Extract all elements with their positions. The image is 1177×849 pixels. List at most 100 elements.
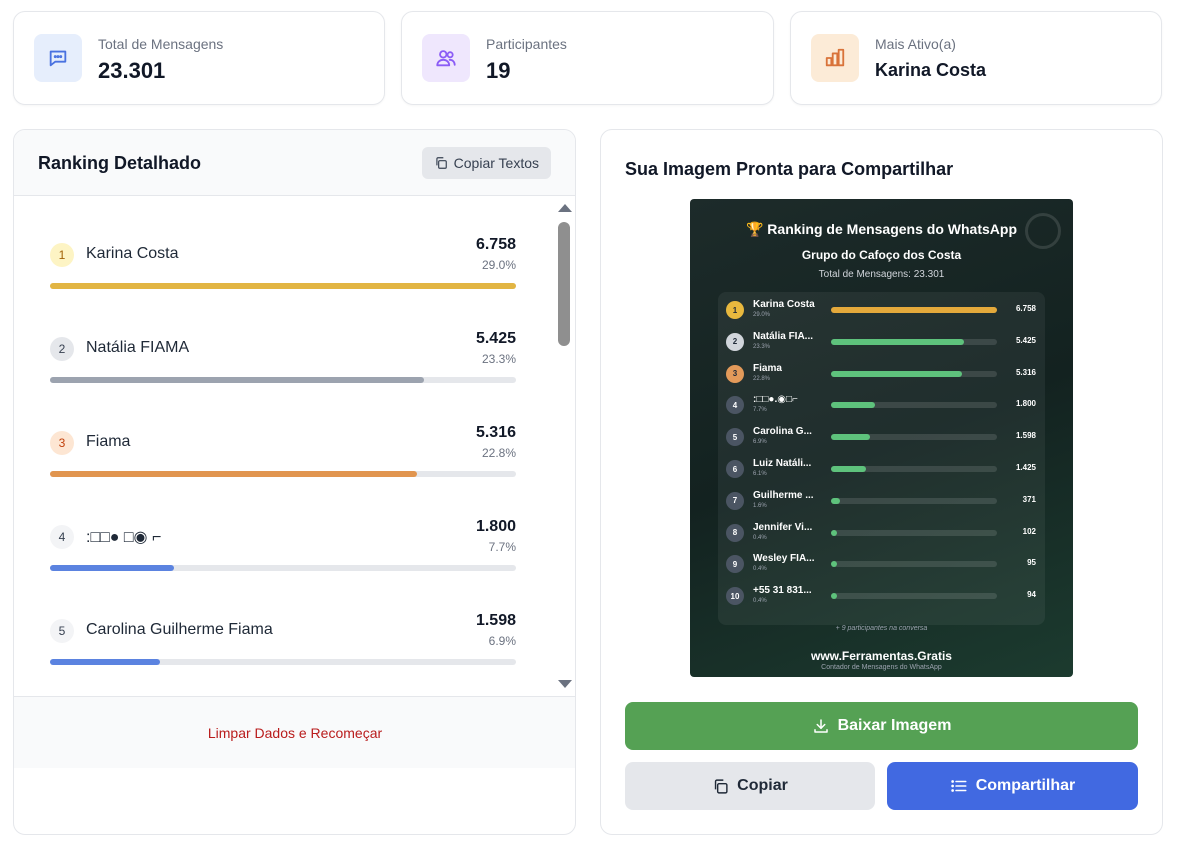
chat-icon [34, 34, 82, 82]
stat-card-total-messages: Total de Mensagens 23.301 [13, 11, 385, 105]
ranking-footer: Limpar Dados e Recomeçar [14, 696, 575, 768]
preview-message-count: 1.598 [1015, 431, 1036, 441]
preview-progress-track [831, 561, 997, 568]
preview-row: 7 Guilherme ... 1.6% 371 [726, 487, 1036, 515]
preview-participant-name: Luiz Natáli... [753, 458, 812, 469]
preview-row: 9 Wesley FIA... 0.4% 95 [726, 550, 1036, 578]
stat-label: Participantes [486, 36, 567, 52]
preview-progress-track [831, 402, 997, 409]
preview-percentage: 23.3% [753, 343, 771, 350]
preview-group-name: Grupo do Cafoço dos Costa [801, 248, 962, 262]
preview-message-count: 95 [1027, 558, 1036, 568]
preview-participant-name: Jennifer Vi... [753, 521, 813, 533]
download-label: Baixar Imagem [837, 717, 952, 734]
preview-progress-track [831, 529, 997, 536]
participant-name: Carolina Guilherme Fiama [86, 621, 273, 638]
preview-participant-name: Carolina G... [753, 426, 812, 438]
preview-participant-name: Wesley FIA... [753, 553, 815, 565]
message-count: 5.425 [475, 330, 516, 347]
preview-message-count: 371 [1022, 494, 1036, 504]
preview-percentage: 22.8% [753, 375, 771, 382]
stat-label: Mais Ativo(a) [875, 36, 956, 52]
stat-label: Total de Mensagens [98, 36, 224, 52]
scrollbar[interactable] [555, 200, 573, 690]
preview-rank-badge: 5 [726, 428, 744, 447]
scroll-down-arrow-icon[interactable] [558, 680, 572, 688]
preview-progress-track [831, 307, 997, 313]
preview-progress-fill [831, 529, 837, 536]
copy-texts-button[interactable]: Copiar Textos [421, 147, 551, 179]
download-icon [813, 719, 828, 733]
preview-progress-track [831, 370, 997, 377]
list-icon [950, 780, 967, 792]
copy-image-button[interactable]: Copiar [625, 762, 875, 810]
preview-row: 1 Karina Costa 29.0% 6.758 [726, 296, 1036, 324]
ranking-row: 3 Fiama 5.316 22.8% [50, 424, 516, 489]
message-percentage: 6.9% [488, 634, 516, 648]
preview-percentage: 1.6% [753, 502, 767, 509]
ranking-row: 1 Karina Costa 6.758 29.0% [50, 236, 516, 301]
preview-percentage: 6.9% [753, 439, 767, 446]
preview-rank-badge: 4 [726, 396, 744, 415]
preview-message-count: 1.800 [1015, 399, 1036, 409]
users-icon [422, 34, 470, 82]
reset-data-button[interactable]: Limpar Dados e Recomeçar [207, 725, 383, 741]
preview-progress-fill [831, 307, 997, 313]
preview-participant-name: Guilherme ... [753, 489, 814, 501]
preview-row: 6 Luiz Natáli... 6.1% 1.425 [726, 455, 1036, 483]
download-image-button[interactable]: Baixar Imagem [625, 702, 1138, 750]
preview-message-count: 5.425 [1015, 335, 1036, 345]
message-count: 5.316 [475, 424, 516, 441]
ranking-list[interactable]: 1 Karina Costa 6.758 29.0% 2 Natália FIA… [14, 197, 554, 825]
preview-progress-track [831, 434, 997, 441]
preview-rank-badge: 6 [726, 460, 744, 478]
message-percentage: 29.0% [481, 258, 516, 272]
share-button[interactable]: Compartilhar [887, 762, 1138, 810]
participant-name: Natália FIAMA [86, 339, 190, 356]
progress-track [50, 565, 516, 571]
stat-value: Karina Costa [875, 60, 987, 80]
share-label: Compartilhar [975, 777, 1076, 794]
preview-message-count: 1.425 [1015, 463, 1036, 472]
message-percentage: 7.7% [488, 540, 516, 554]
preview-row: 4:□□●.◉□⌐ 7.7% 1.800 [726, 391, 1036, 419]
preview-progress-fill [831, 466, 867, 472]
preview-progress-track [831, 497, 997, 504]
progress-track [50, 659, 516, 665]
preview-row: 3 Fiama 22.8% 5.316 [726, 360, 1036, 388]
scroll-up-arrow-icon[interactable] [558, 204, 572, 212]
progress-fill [50, 659, 160, 665]
preview-percentage: 6.1% [753, 471, 767, 477]
ranking-title: Ranking Detalhado [38, 153, 202, 173]
ranking-row: 5 Carolina Guilherme Fiama 1.598 6.9% [50, 612, 516, 677]
preview-progress-track [831, 466, 997, 472]
preview-rank-badge: 2 [726, 332, 744, 351]
preview-rank-badge: 7 [726, 491, 744, 510]
preview-participant-name: Fiama [753, 362, 782, 374]
message-percentage: 22.8% [481, 446, 516, 460]
progress-track [50, 283, 516, 289]
message-count: 1.598 [475, 612, 516, 629]
rank-badge: 1 [50, 243, 74, 267]
stat-value: 19 [486, 58, 511, 83]
preview-total: Total de Mensagens: 23.301 [818, 269, 945, 280]
copy-label: Copiar [737, 777, 788, 794]
rank-badge: 5 [50, 619, 74, 643]
preview-percentage: 29.0% [753, 312, 771, 318]
preview-rank-badge: 3 [726, 364, 744, 383]
message-count: 6.758 [475, 236, 516, 253]
progress-track [50, 377, 516, 383]
preview-participant-name: Karina Costa [753, 299, 815, 310]
whatsapp-logo-icon [1025, 213, 1061, 249]
rank-badge: 2 [50, 337, 74, 361]
preview-ranking-box: 1 Karina Costa 29.0% 6.758 2 Natália FIA... 23… [718, 292, 1045, 625]
scrollbar-thumb[interactable] [558, 222, 570, 346]
stat-value: 23.301 [98, 58, 166, 83]
preview-message-count: 6.758 [1015, 304, 1036, 313]
participant-name: Fiama [86, 433, 131, 450]
share-title: Sua Imagem Pronta para Compartilhar [625, 159, 954, 179]
progress-fill [50, 565, 174, 571]
preview-rank-badge: 8 [726, 523, 744, 542]
preview-rank-badge: 1 [726, 301, 744, 319]
preview-percentage: 0.4% [753, 566, 767, 573]
